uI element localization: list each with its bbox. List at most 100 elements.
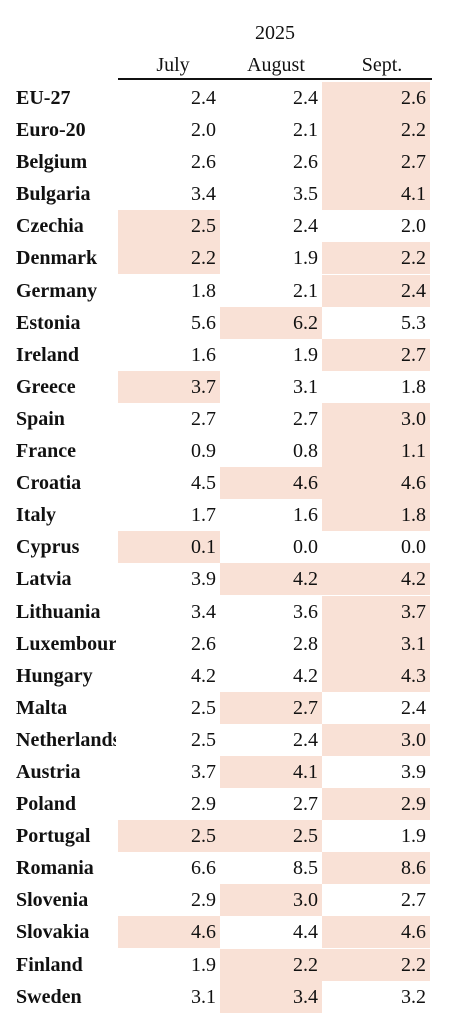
value-text: 3.4 xyxy=(191,183,216,206)
value-cell-august: 4.2 xyxy=(220,660,322,692)
value-text: 2.2 xyxy=(401,953,426,976)
value-text: 6.2 xyxy=(293,311,318,334)
country-label: Hungary xyxy=(16,664,93,687)
country-label: Belgium xyxy=(16,151,88,174)
value-cell-september: 8.6 xyxy=(322,852,430,885)
table-row: Finland 1.9 2.2 2.2 xyxy=(0,948,467,981)
value-cell-august: 6.2 xyxy=(220,306,322,339)
value-text: 2.5 xyxy=(293,825,318,848)
value-text: 3.4 xyxy=(191,600,216,623)
country-label: Slovakia xyxy=(16,921,90,944)
table-row: Estonia 5.6 6.2 5.3 xyxy=(0,306,467,339)
value-text: 4.2 xyxy=(401,568,426,591)
value-cell-july: 4.2 xyxy=(118,660,220,692)
value-text: 1.8 xyxy=(191,279,216,302)
country-label: Croatia xyxy=(16,472,82,495)
value-cell-august: 2.7 xyxy=(220,403,322,435)
value-text: 2.6 xyxy=(401,87,426,109)
table-row: Lithuania 3.4 3.6 3.7 xyxy=(0,595,467,628)
value-cell-july: 5.6 xyxy=(118,307,220,339)
value-text: 4.2 xyxy=(293,568,318,591)
value-text: 3.1 xyxy=(191,985,216,1008)
value-cell-september: 5.3 xyxy=(322,307,430,339)
value-cell-july: 1.8 xyxy=(118,275,220,307)
value-cell-august: 2.8 xyxy=(220,628,322,660)
value-cell-july: 0.9 xyxy=(118,435,220,467)
header-rule xyxy=(118,78,432,80)
value-text: 2.8 xyxy=(293,632,318,655)
value-cell-august: 8.5 xyxy=(220,852,322,884)
table-row: Netherlands 2.5 2.4 3.0 xyxy=(0,723,467,756)
value-cell-july: 2.5 xyxy=(118,820,220,853)
value-text: 2.4 xyxy=(293,728,318,751)
value-text: 5.3 xyxy=(401,311,426,334)
value-cell-july: 4.5 xyxy=(118,467,220,499)
value-text: 2.5 xyxy=(191,696,216,719)
table-row: Latvia 3.9 4.2 4.2 xyxy=(0,563,467,596)
table-row: Denmark 2.2 1.9 2.2 xyxy=(0,242,467,275)
value-cell-august: 3.5 xyxy=(220,178,322,210)
value-cell-september: 3.9 xyxy=(322,756,430,788)
country-label: Spain xyxy=(16,407,65,430)
value-text: 0.1 xyxy=(191,536,216,559)
value-cell-july: 2.5 xyxy=(118,210,220,243)
value-text: 2.9 xyxy=(401,793,426,816)
country-label: Estonia xyxy=(16,311,81,334)
value-cell-july: 2.9 xyxy=(118,884,220,916)
value-text: 3.7 xyxy=(191,375,216,398)
value-cell-august: 1.6 xyxy=(220,499,322,531)
value-cell-july: 2.6 xyxy=(118,146,220,178)
table-row: Euro-20 2.0 2.1 2.2 xyxy=(0,114,467,147)
value-text: 4.6 xyxy=(293,472,318,495)
value-cell-august: 0.0 xyxy=(220,531,322,563)
value-cell-august: 2.5 xyxy=(220,820,322,853)
value-cell-september: 2.9 xyxy=(322,788,430,821)
value-text: 2.5 xyxy=(191,215,216,238)
value-text: 1.9 xyxy=(293,247,318,270)
value-cell-september: 2.6 xyxy=(322,82,430,114)
value-cell-july: 2.5 xyxy=(118,724,220,756)
table-row: Czechia 2.5 2.4 2.0 xyxy=(0,210,467,243)
value-text: 4.2 xyxy=(191,664,216,687)
value-text: 8.5 xyxy=(293,857,318,880)
value-text: 6.6 xyxy=(191,857,216,880)
value-cell-september: 2.4 xyxy=(322,692,430,724)
value-cell-september: 2.7 xyxy=(322,338,430,371)
value-cell-july: 2.4 xyxy=(118,82,220,114)
value-text: 2.2 xyxy=(191,247,216,270)
value-text: 3.2 xyxy=(401,985,426,1008)
value-cell-september: 4.6 xyxy=(322,467,430,500)
value-text: 0.9 xyxy=(191,440,216,463)
value-text: 3.9 xyxy=(401,760,426,783)
table-row: Slovenia 2.9 3.0 2.7 xyxy=(0,884,467,917)
value-cell-august: 2.1 xyxy=(220,114,322,146)
value-cell-september: 2.7 xyxy=(322,884,430,916)
value-text: 2.0 xyxy=(191,119,216,142)
value-text: 2.0 xyxy=(401,215,426,238)
value-text: 2.6 xyxy=(191,151,216,174)
value-text: 1.8 xyxy=(401,375,426,398)
country-label: Latvia xyxy=(16,568,72,591)
country-label: Finland xyxy=(16,953,83,976)
table-row: EU-27 2.4 2.4 2.6 xyxy=(0,82,467,114)
country-label: Malta xyxy=(16,696,68,719)
value-cell-august: 2.4 xyxy=(220,82,322,114)
value-cell-july: 2.7 xyxy=(118,403,220,435)
table-row: Poland 2.9 2.7 2.9 xyxy=(0,788,467,821)
table-row: Belgium 2.6 2.6 2.7 xyxy=(0,146,467,179)
value-cell-september: 4.3 xyxy=(322,659,430,692)
table-row: Slovakia 4.6 4.4 4.6 xyxy=(0,916,467,949)
table-row: Ireland 1.6 1.9 2.7 xyxy=(0,338,467,371)
value-cell-september: 3.1 xyxy=(322,627,430,660)
table-row: Portugal 2.5 2.5 1.9 xyxy=(0,820,467,853)
value-text: 4.6 xyxy=(191,921,216,944)
year-header: 2025 xyxy=(255,22,295,44)
value-text: 0.8 xyxy=(293,440,318,463)
value-cell-august: 3.1 xyxy=(220,371,322,403)
value-text: 3.7 xyxy=(191,760,216,783)
value-text: 4.1 xyxy=(401,183,426,206)
value-text: 4.4 xyxy=(293,921,318,944)
country-label: EU-27 xyxy=(16,87,71,109)
country-label: France xyxy=(16,440,76,463)
value-cell-september: 4.6 xyxy=(322,916,430,949)
